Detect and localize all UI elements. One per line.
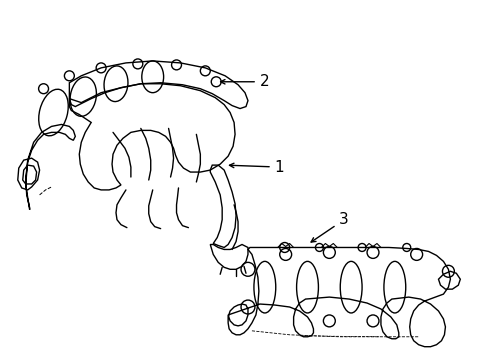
Text: 3: 3 (310, 212, 348, 242)
Text: 2: 2 (220, 74, 269, 89)
Text: 1: 1 (229, 159, 284, 175)
